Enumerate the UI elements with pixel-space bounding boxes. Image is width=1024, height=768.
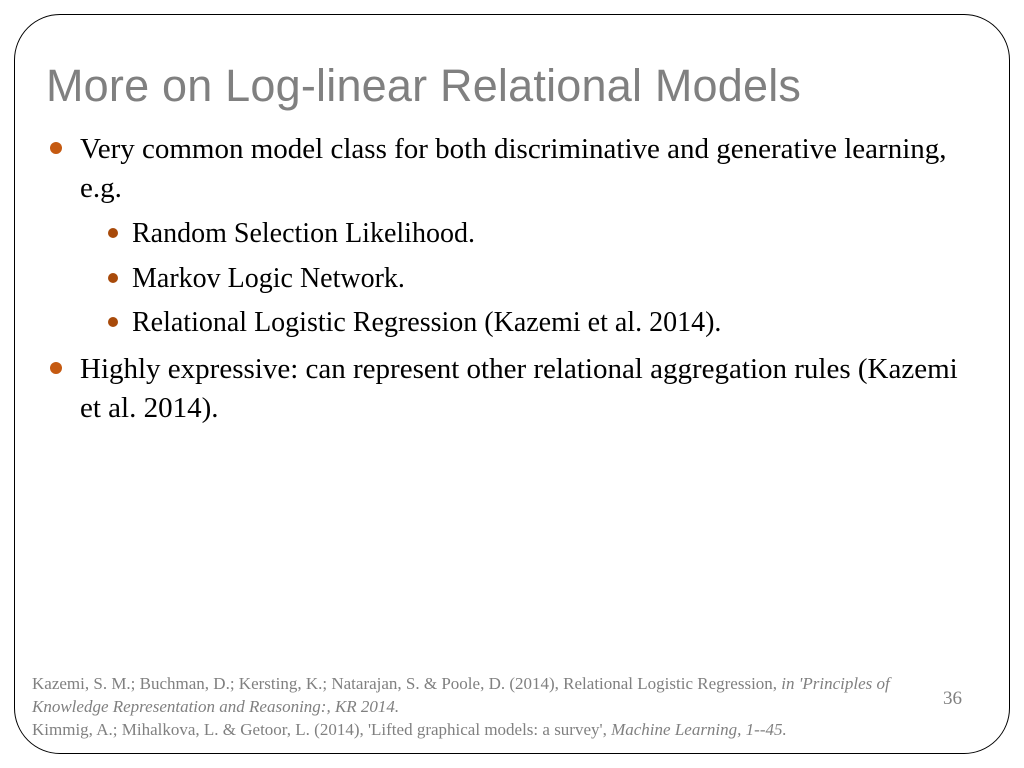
- slide-title: More on Log-linear Relational Models: [46, 60, 978, 112]
- reference-line: Kazemi, S. M.; Buchman, D.; Kersting, K.…: [32, 673, 964, 719]
- reference-text-italic: Machine Learning, 1--45.: [611, 720, 787, 739]
- bullet-text: Markov Logic Network.: [132, 263, 405, 294]
- sub-bullet-list: Random Selection Likelihood. Markov Logi…: [80, 214, 978, 344]
- bullet-text: Very common model class for both discrim…: [80, 133, 947, 204]
- reference-text: Kimmig, A.; Mihalkova, L. & Getoor, L. (…: [32, 720, 611, 739]
- slide: More on Log-linear Relational Models Ver…: [0, 0, 1024, 768]
- list-item: Very common model class for both discrim…: [46, 130, 978, 344]
- list-item: Highly expressive: can represent other r…: [46, 350, 978, 428]
- list-item: Relational Logistic Regression (Kazemi e…: [80, 303, 978, 344]
- references: Kazemi, S. M.; Buchman, D.; Kersting, K.…: [32, 673, 964, 742]
- bullet-text: Relational Logistic Regression (Kazemi e…: [132, 307, 721, 338]
- reference-text: Kazemi, S. M.; Buchman, D.; Kersting, K.…: [32, 674, 781, 693]
- bullet-text: Highly expressive: can represent other r…: [80, 353, 958, 424]
- bullet-list: Very common model class for both discrim…: [46, 130, 978, 428]
- bullet-text: Random Selection Likelihood.: [132, 218, 475, 249]
- reference-line: Kimmig, A.; Mihalkova, L. & Getoor, L. (…: [32, 719, 964, 742]
- slide-content: More on Log-linear Relational Models Ver…: [46, 60, 978, 434]
- list-item: Random Selection Likelihood.: [80, 214, 978, 255]
- list-item: Markov Logic Network.: [80, 259, 978, 300]
